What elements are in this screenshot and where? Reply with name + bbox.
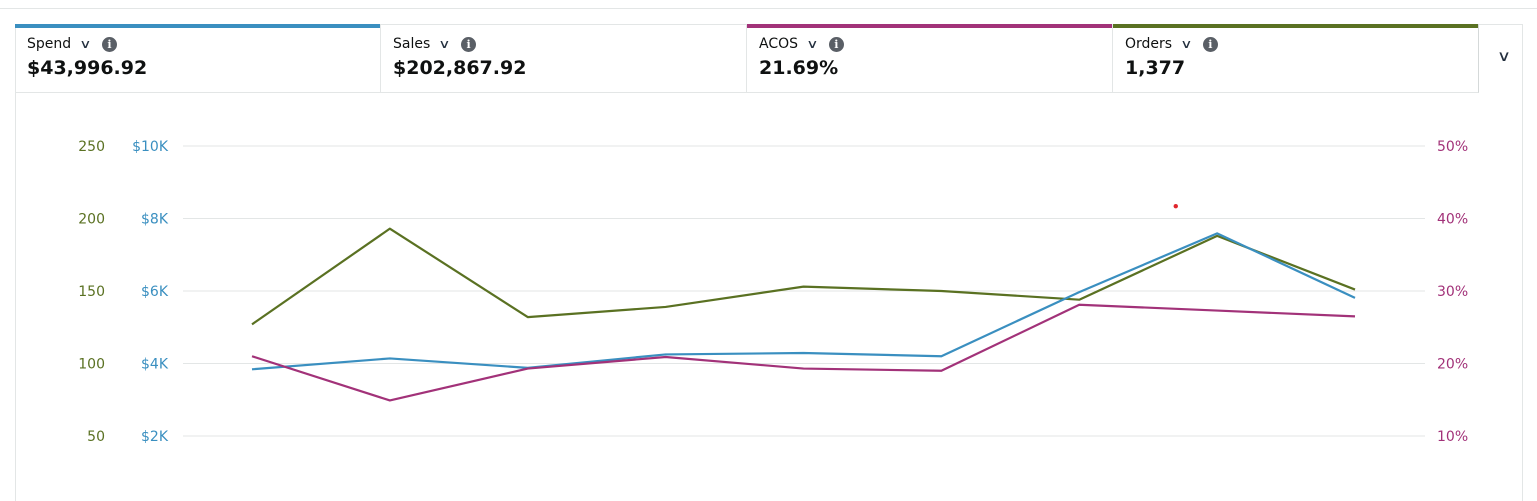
y-tick-label-acos: 10% [1437,429,1468,445]
y-tick-label-spend: $8K [141,212,169,228]
chevron-down-icon[interactable]: ∨ [438,37,451,51]
y-tick-label-orders: 150 [78,284,105,300]
y-tick-label-spend: $10K [132,139,169,155]
metric-card-sales[interactable]: Sales ∨ i $202,867.92 [381,24,747,93]
y-tick-label-orders: 50 [87,429,105,445]
y-tick-label-spend: $6K [141,284,169,300]
metric-label-spend: Spend [27,36,72,52]
chevron-down-icon[interactable]: ∨ [1180,37,1193,51]
chevron-down-icon[interactable]: ∨ [806,37,819,51]
y-tick-label-acos: 50% [1437,139,1468,155]
marker-dot [1173,203,1178,209]
metric-label-acos: ACOS [759,36,799,52]
metric-card-orders[interactable]: Orders ∨ i 1,377 [1113,24,1479,93]
info-icon[interactable]: i [1202,36,1218,52]
series-line-orders [251,227,1356,326]
y-tick-label-orders: 250 [78,139,105,155]
metric-value-acos: 21.69% [759,57,839,79]
metric-label-sales: Sales [393,36,431,52]
metric-label-orders: Orders [1125,36,1173,52]
top-divider [0,8,1537,9]
metric-card-acos[interactable]: ACOS ∨ i 21.69% [747,24,1113,93]
info-icon[interactable]: i [461,36,477,52]
chevron-down-icon[interactable]: ∨ [79,37,92,51]
collapse-chevron-icon[interactable]: ∨ [1496,47,1512,65]
y-tick-label-spend: $4K [141,357,169,373]
metric-color-bar-acos [747,24,1112,28]
y-tick-label-acos: 30% [1437,284,1468,300]
y-tick-label-orders: 200 [78,212,105,228]
metric-value-orders: 1,377 [1125,57,1186,79]
y-tick-label-spend: $2K [141,429,169,445]
info-icon[interactable]: i [101,36,117,52]
y-tick-label-orders: 100 [78,357,105,373]
metric-value-sales: $202,867.92 [393,57,527,79]
series-line-spend [251,232,1356,371]
y-tick-label-acos: 20% [1437,357,1468,373]
info-icon[interactable]: i [828,36,844,52]
metric-color-bar-orders [1113,24,1478,28]
y-tick-label-acos: 40% [1437,212,1468,228]
series-line-acos [251,303,1356,402]
metric-card-spend[interactable]: Spend ∨ i $43,996.92 [15,24,381,93]
metric-tabs: Spend ∨ i $43,996.92 Sales ∨ i $202,867.… [15,24,1480,93]
metric-value-spend: $43,996.92 [27,57,148,79]
metric-color-bar-spend [15,24,380,28]
